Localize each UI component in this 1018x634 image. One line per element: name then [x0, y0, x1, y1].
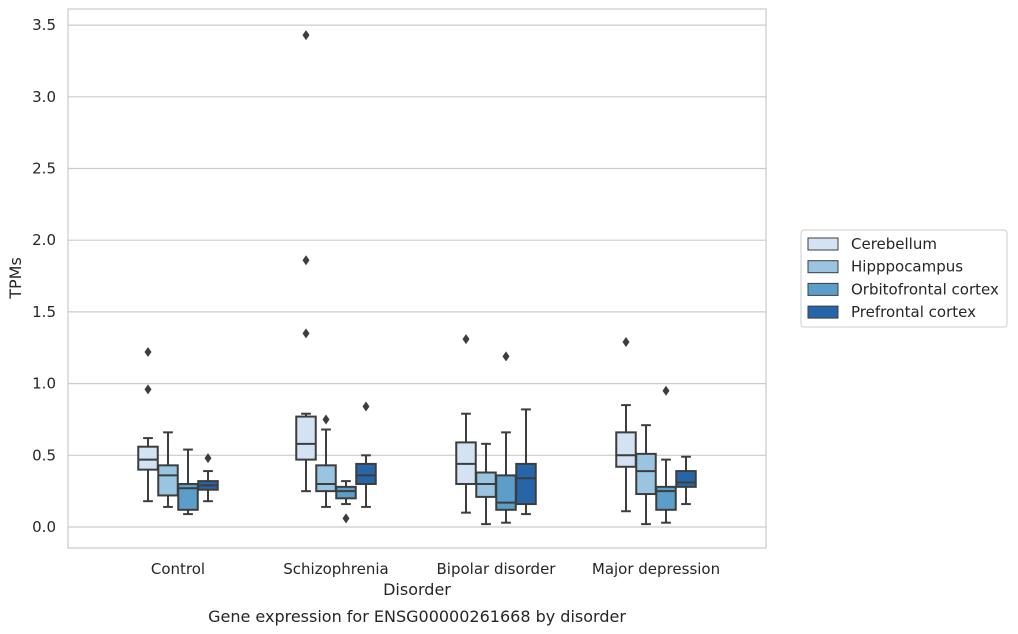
box-hipppocampus: [635, 424, 657, 526]
box-body: [157, 464, 179, 497]
box-body: [355, 462, 377, 485]
plot-frame: [67, 8, 767, 549]
x-tick-label: Schizophrenia: [283, 560, 388, 578]
outlier-point: [362, 401, 370, 412]
legend: Cerebellum Hipppocampus Orbitofrontal cort…: [800, 229, 1008, 328]
grid-lines: [68, 24, 766, 528]
y-tick-label: 0.5: [32, 446, 56, 464]
outlier-point: [342, 513, 350, 524]
x-tick-label: Control: [151, 560, 205, 578]
box-hipppocampus: [475, 442, 497, 526]
box-prefrontal-cortex: [355, 401, 377, 508]
box-hipppocampus: [157, 431, 179, 508]
box-body: [655, 485, 677, 511]
box-orbitofrontal-cortex: [655, 385, 677, 524]
outlier-point: [144, 384, 152, 395]
box-hipppocampus: [315, 414, 337, 508]
box-plots: [137, 30, 697, 526]
x-tick-label: Major depression: [592, 560, 720, 578]
x-tick-label: Bipolar disorder: [437, 560, 557, 578]
legend-swatch: [807, 237, 839, 251]
box-body: [315, 464, 337, 493]
box-body: [675, 470, 697, 488]
box-cerebellum: [137, 347, 159, 503]
outlier-point: [662, 385, 670, 396]
x-axis-label: Disorder: [383, 580, 451, 599]
legend-label: Cerebellum: [851, 235, 937, 253]
chart-caption: Gene expression for ENSG00000261668 by d…: [208, 607, 626, 626]
outlier-point: [622, 337, 630, 348]
y-tick-label: 0.0: [32, 518, 56, 536]
box-orbitofrontal-cortex: [335, 480, 357, 524]
box-orbitofrontal-cortex: [177, 448, 199, 516]
outlier-point: [302, 255, 310, 266]
legend-frame: [800, 229, 1008, 328]
box-body: [615, 431, 637, 468]
y-tick-label: 3.0: [32, 88, 56, 106]
y-tick-label: 1.5: [32, 303, 56, 321]
outlier-point: [302, 328, 310, 339]
box-cerebellum: [295, 30, 317, 493]
legend-swatch: [807, 260, 839, 274]
box-body: [137, 445, 159, 471]
outlier-point: [302, 30, 310, 41]
box-cerebellum: [615, 337, 637, 513]
legend-swatch: [807, 282, 839, 296]
outlier-point: [204, 453, 212, 464]
legend-label: Hipppocampus: [851, 258, 963, 276]
outlier-point: [322, 414, 330, 425]
outlier-point: [144, 347, 152, 358]
y-tick-label: 3.5: [32, 16, 56, 34]
box-body: [295, 415, 317, 461]
y-tick-labels: 0.0 0.5 1.0 1.5 2.0 2.5 3.0 3.5: [32, 16, 56, 536]
box-prefrontal-cortex: [515, 408, 537, 516]
y-axis-label: TPMs: [6, 257, 25, 300]
outlier-point: [462, 334, 470, 345]
box-cerebellum: [455, 334, 477, 514]
outlier-point: [502, 351, 510, 362]
box-body: [177, 482, 199, 511]
box-prefrontal-cortex: [675, 455, 697, 506]
x-tick-labels: Control Schizophrenia Bipolar disorder Majo…: [151, 560, 720, 578]
box-prefrontal-cortex: [197, 453, 219, 503]
legend-swatch: [807, 305, 839, 319]
y-tick-label: 2.0: [32, 231, 56, 249]
legend-label: Orbitofrontal cortex: [851, 280, 999, 298]
box-body: [335, 485, 357, 500]
legend-label: Prefrontal cortex: [851, 303, 976, 321]
y-tick-label: 1.0: [32, 375, 56, 393]
box-body: [635, 452, 657, 496]
box-orbitofrontal-cortex: [495, 351, 517, 524]
y-tick-label: 2.5: [32, 160, 56, 178]
box-body: [495, 474, 517, 511]
box-body: [515, 462, 537, 506]
